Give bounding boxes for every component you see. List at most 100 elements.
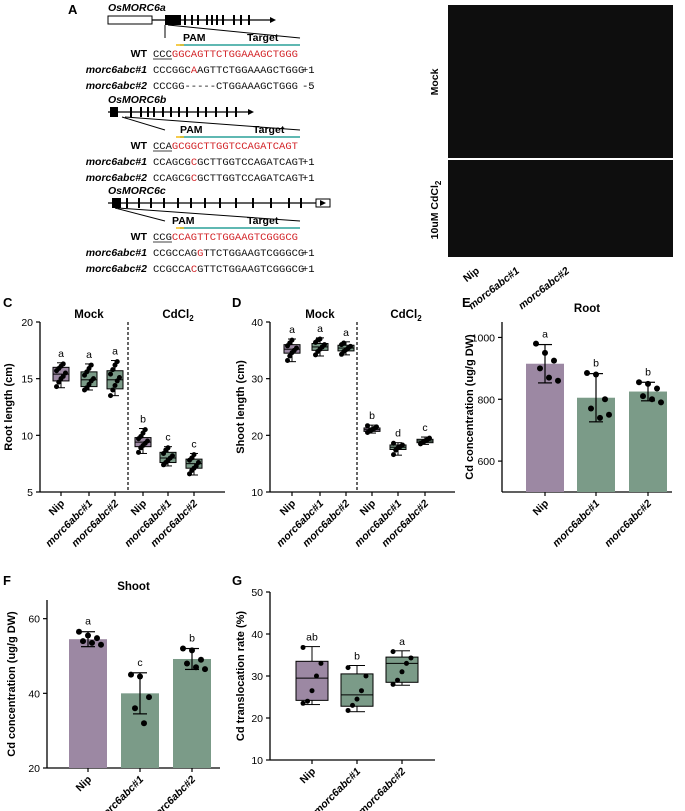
- sequence-label: morc6abc#1: [86, 247, 147, 259]
- sequence-segment: GCGGCTTGGTCCAGATCAGT: [172, 141, 298, 153]
- sequence-segment: A: [191, 65, 198, 77]
- gene-name: OsMORC6c: [108, 185, 166, 197]
- y-tick-label: 10: [251, 755, 263, 767]
- x-tick-label: morc6abc#2: [356, 766, 408, 811]
- y-tick-label: 15: [21, 374, 33, 386]
- gene-arrow: [320, 200, 326, 206]
- sequence-text: CCAGCGCGCTTGGTCCAGATCAGT: [153, 157, 304, 169]
- sequence-label: morc6abc#2: [86, 80, 147, 92]
- sequence-segment: CCAGTTCTGGAAGTCGGGCG: [172, 232, 298, 244]
- y-tick-label: 10: [251, 487, 263, 499]
- sequence-segment: C: [191, 173, 197, 185]
- data-point: [62, 370, 68, 376]
- data-point: [76, 628, 82, 635]
- significance-letter: a: [86, 349, 92, 361]
- data-point: [551, 357, 557, 364]
- data-point: [309, 688, 315, 694]
- data-point: [293, 345, 299, 351]
- y-tick-label: 20: [251, 430, 263, 442]
- gene-name: OsMORC6a: [108, 2, 166, 14]
- data-point: [191, 452, 197, 458]
- sequence-segment: GCTTGGTCCAGATCAGT: [197, 173, 304, 185]
- data-point: [110, 387, 116, 393]
- data-point: [555, 377, 561, 384]
- exon: [153, 107, 155, 117]
- chart-title: Shoot: [117, 581, 150, 593]
- sequence-text: CCCGGCAAGTTCTGGAAAGCTGGG: [153, 65, 304, 77]
- y-tick-label: 10: [21, 430, 33, 442]
- y-axis-label: Shoot length (cm): [235, 360, 247, 454]
- x-tick-label: morc6abc#2: [602, 498, 654, 550]
- chart-title: Root: [574, 303, 600, 315]
- exon: [184, 15, 186, 25]
- sequence-row: WT CCCGGCAGTTCTGGAAAGCTGGG: [131, 48, 298, 61]
- sequence-segment: CCGCCA: [153, 264, 192, 276]
- indel-size: +1: [302, 173, 315, 185]
- indel-size: +1: [302, 157, 315, 169]
- significance-letter: c: [137, 657, 142, 669]
- data-point: [391, 440, 397, 446]
- sequence-row: morc6abc#2 CCAGCGCGCTTGGTCCAGATCAGT+1: [86, 172, 315, 185]
- exon: [204, 198, 206, 208]
- panel-label-E: E: [462, 295, 471, 310]
- significance-letter: d: [395, 428, 401, 440]
- data-point: [89, 639, 95, 646]
- data-point: [365, 423, 371, 429]
- data-point: [285, 358, 291, 364]
- sequence-segment: GCTTGGTCCAGATCAGT: [197, 157, 304, 169]
- data-point: [318, 660, 324, 666]
- zoom-line: [117, 207, 301, 222]
- exon: [240, 15, 242, 25]
- data-point: [94, 635, 100, 642]
- data-point: [350, 702, 356, 708]
- data-point: [391, 452, 397, 458]
- significance-letter: b: [593, 358, 599, 370]
- data-point: [347, 343, 353, 349]
- exon: [206, 15, 208, 25]
- data-point: [80, 638, 86, 645]
- panel-label-F: F: [3, 573, 11, 588]
- data-point: [363, 673, 369, 679]
- seedling-photo-cadmium: [448, 160, 673, 257]
- sequence-label: morc6abc#1: [86, 64, 147, 76]
- data-point: [202, 666, 208, 673]
- sequence-label: morc6abc#2: [86, 263, 147, 275]
- data-point: [640, 393, 646, 400]
- pam-label: PAM: [183, 32, 206, 44]
- sequence-row: morc6abc#1 CCGCCAGGTTCTGGAAGTCGGGCG+1: [86, 247, 315, 260]
- y-axis-label: Cd translocation rate (%): [235, 611, 247, 742]
- data-point: [195, 460, 201, 466]
- exon: [211, 15, 213, 25]
- data-point: [533, 340, 539, 347]
- significance-letter: c: [422, 422, 427, 434]
- data-point: [128, 671, 134, 678]
- exon: [178, 107, 180, 117]
- mock-label: Mock: [429, 68, 441, 95]
- exon: [215, 107, 217, 117]
- significance-letter: b: [645, 366, 651, 378]
- data-point: [390, 681, 396, 687]
- cadmium-label: 10uM CdCl2: [429, 180, 443, 239]
- sequence-label: morc6abc#2: [86, 172, 147, 184]
- data-point: [399, 442, 405, 448]
- data-point: [108, 371, 114, 377]
- exon: [190, 198, 192, 208]
- exon: [235, 107, 237, 117]
- exon: [163, 198, 165, 208]
- y-tick-label: 5: [27, 487, 33, 499]
- sequence-segment: CCC: [153, 49, 172, 61]
- target-label: Target: [247, 32, 279, 44]
- exon: [226, 107, 228, 117]
- data-point: [110, 367, 116, 373]
- sequence-row: morc6abc#1 CCAGCGCGCTTGGTCCAGATCAGT+1: [86, 156, 315, 169]
- data-point: [142, 427, 148, 433]
- sequence-segment: C: [191, 157, 197, 169]
- data-point: [116, 375, 122, 381]
- data-point: [345, 707, 351, 713]
- exon: [126, 198, 128, 208]
- sequence-text: CCCGG-----CTGGAAAGCTGGG: [153, 81, 298, 93]
- panel-label-D: D: [232, 295, 241, 310]
- gene-OsMORC6a: OsMORC6a PAM Target WT CCCGGCAGTTCTGGAAAGCTG…: [86, 2, 315, 93]
